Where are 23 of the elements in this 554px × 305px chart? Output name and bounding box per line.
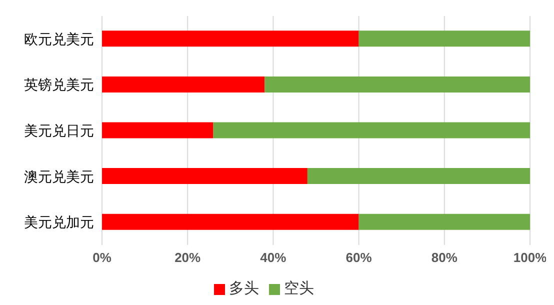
bar	[264, 76, 530, 92]
bar	[102, 30, 359, 47]
bar	[213, 122, 530, 138]
y-tick-label: 美元兑加元	[24, 214, 94, 230]
bar	[307, 168, 530, 184]
legend-label: 空头	[284, 280, 314, 297]
y-tick-label: 澳元兑美元	[24, 168, 94, 184]
bar	[102, 76, 265, 92]
bar	[102, 168, 308, 184]
x-tick-label: 80%	[431, 250, 458, 266]
y-tick-label: 欧元兑美元	[24, 30, 94, 47]
y-tick-label: 英镑兑美元	[24, 76, 94, 93]
y-tick-label: 美元兑日元	[24, 122, 94, 138]
bar	[358, 214, 530, 230]
x-tick-label: 40%	[260, 250, 287, 266]
x-tick-label: 100%	[513, 250, 548, 266]
x-tick-label: 0%	[92, 250, 112, 266]
x-tick-label: 60%	[346, 250, 372, 266]
bar	[358, 30, 530, 47]
bar	[102, 214, 359, 230]
x-tick-label: 20%	[174, 250, 202, 266]
legend-label: 多头	[229, 280, 259, 297]
bar	[102, 122, 214, 138]
